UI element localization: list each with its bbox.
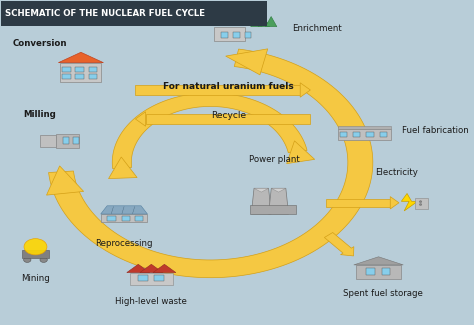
Polygon shape <box>287 141 315 163</box>
Text: Power plant: Power plant <box>249 155 300 164</box>
Polygon shape <box>258 17 270 27</box>
FancyBboxPatch shape <box>366 132 374 137</box>
FancyBboxPatch shape <box>138 275 148 281</box>
FancyBboxPatch shape <box>1 1 267 26</box>
FancyBboxPatch shape <box>62 74 71 79</box>
FancyBboxPatch shape <box>154 275 164 281</box>
Polygon shape <box>326 199 390 207</box>
FancyBboxPatch shape <box>100 214 147 222</box>
FancyBboxPatch shape <box>338 126 392 129</box>
FancyBboxPatch shape <box>89 67 97 72</box>
Polygon shape <box>265 17 277 27</box>
FancyBboxPatch shape <box>366 268 375 275</box>
Polygon shape <box>254 188 269 192</box>
Text: Enrichment: Enrichment <box>292 24 342 33</box>
Text: Spent fuel storage: Spent fuel storage <box>343 289 423 297</box>
Text: Mining: Mining <box>21 274 50 283</box>
Circle shape <box>24 257 31 262</box>
FancyBboxPatch shape <box>61 63 101 82</box>
FancyBboxPatch shape <box>415 198 428 209</box>
Polygon shape <box>146 114 310 124</box>
FancyBboxPatch shape <box>122 216 130 221</box>
Text: Recycle: Recycle <box>211 111 246 120</box>
Text: Milling: Milling <box>24 110 56 119</box>
FancyBboxPatch shape <box>63 137 69 144</box>
Polygon shape <box>390 197 399 209</box>
Text: Conversion: Conversion <box>13 39 67 48</box>
Polygon shape <box>127 264 150 273</box>
Polygon shape <box>271 188 286 192</box>
Circle shape <box>40 257 47 262</box>
Text: For natural uranium fuels: For natural uranium fuels <box>163 82 294 91</box>
Polygon shape <box>136 112 146 126</box>
FancyBboxPatch shape <box>382 268 391 275</box>
FancyBboxPatch shape <box>73 137 79 144</box>
FancyBboxPatch shape <box>75 67 84 72</box>
FancyBboxPatch shape <box>340 132 347 137</box>
Text: SCHEMATIC OF THE NUCLEAR FUEL CYCLE: SCHEMATIC OF THE NUCLEAR FUEL CYCLE <box>5 9 205 18</box>
Circle shape <box>24 239 47 255</box>
Polygon shape <box>140 264 163 273</box>
FancyBboxPatch shape <box>107 216 116 221</box>
Polygon shape <box>112 93 307 169</box>
Polygon shape <box>226 49 268 75</box>
Polygon shape <box>136 85 300 95</box>
FancyBboxPatch shape <box>135 216 143 221</box>
FancyBboxPatch shape <box>214 27 245 41</box>
Polygon shape <box>153 264 176 273</box>
Circle shape <box>419 201 422 202</box>
Polygon shape <box>251 17 262 27</box>
FancyBboxPatch shape <box>130 273 173 285</box>
FancyBboxPatch shape <box>380 132 387 137</box>
FancyBboxPatch shape <box>40 136 56 147</box>
Polygon shape <box>269 188 289 214</box>
FancyBboxPatch shape <box>338 129 392 140</box>
FancyBboxPatch shape <box>75 74 84 79</box>
FancyBboxPatch shape <box>245 32 251 38</box>
Polygon shape <box>354 257 403 265</box>
Circle shape <box>419 204 422 205</box>
FancyBboxPatch shape <box>89 74 97 79</box>
Polygon shape <box>46 166 83 195</box>
FancyBboxPatch shape <box>233 32 239 38</box>
Polygon shape <box>300 83 310 97</box>
FancyBboxPatch shape <box>353 132 360 137</box>
Text: Reprocessing: Reprocessing <box>95 239 153 248</box>
Text: Electricity: Electricity <box>375 168 418 177</box>
FancyBboxPatch shape <box>22 250 48 258</box>
FancyBboxPatch shape <box>221 32 228 38</box>
FancyBboxPatch shape <box>56 134 79 149</box>
Polygon shape <box>48 49 373 278</box>
FancyBboxPatch shape <box>356 265 401 279</box>
FancyBboxPatch shape <box>250 205 296 214</box>
Polygon shape <box>324 232 354 256</box>
FancyBboxPatch shape <box>62 67 71 72</box>
Polygon shape <box>109 157 137 179</box>
Polygon shape <box>251 188 271 214</box>
Text: Fuel fabrication: Fuel fabrication <box>402 126 469 135</box>
Text: High-level waste: High-level waste <box>115 296 187 306</box>
Polygon shape <box>58 52 103 63</box>
Polygon shape <box>100 206 147 214</box>
Polygon shape <box>401 193 418 211</box>
